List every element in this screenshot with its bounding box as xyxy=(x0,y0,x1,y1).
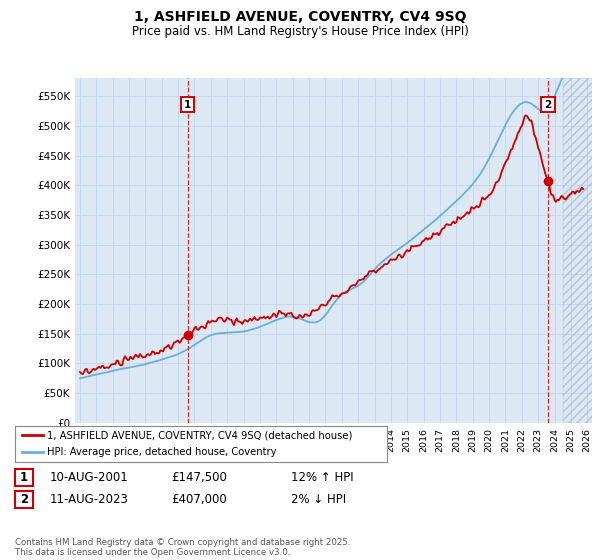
Text: Contains HM Land Registry data © Crown copyright and database right 2025.
This d: Contains HM Land Registry data © Crown c… xyxy=(15,538,350,557)
Text: HPI: Average price, detached house, Coventry: HPI: Average price, detached house, Cove… xyxy=(47,447,276,457)
Text: 2: 2 xyxy=(544,100,551,110)
Text: Price paid vs. HM Land Registry's House Price Index (HPI): Price paid vs. HM Land Registry's House … xyxy=(131,25,469,38)
Text: 1, ASHFIELD AVENUE, COVENTRY, CV4 9SQ (detached house): 1, ASHFIELD AVENUE, COVENTRY, CV4 9SQ (d… xyxy=(47,431,352,440)
Text: 1, ASHFIELD AVENUE, COVENTRY, CV4 9SQ: 1, ASHFIELD AVENUE, COVENTRY, CV4 9SQ xyxy=(134,10,466,24)
Text: 1: 1 xyxy=(20,470,28,484)
Text: 1: 1 xyxy=(184,100,191,110)
Text: 2: 2 xyxy=(20,493,28,506)
Text: £407,000: £407,000 xyxy=(171,493,227,506)
Text: 12% ↑ HPI: 12% ↑ HPI xyxy=(291,470,353,484)
Text: £147,500: £147,500 xyxy=(171,470,227,484)
Text: 11-AUG-2023: 11-AUG-2023 xyxy=(49,493,128,506)
Text: 10-AUG-2001: 10-AUG-2001 xyxy=(49,470,128,484)
Text: 2% ↓ HPI: 2% ↓ HPI xyxy=(291,493,346,506)
